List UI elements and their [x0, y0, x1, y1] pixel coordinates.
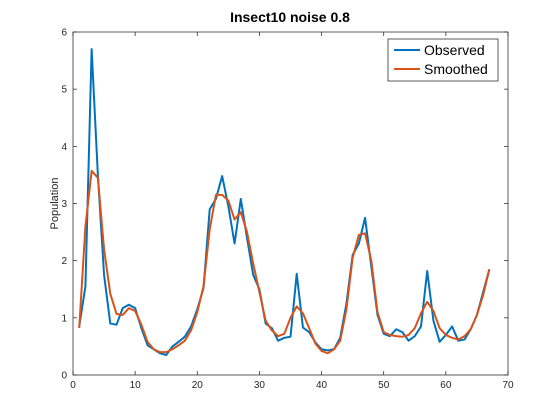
x-tick-label: 20	[192, 380, 204, 391]
x-tick-label: 10	[130, 380, 142, 391]
y-tick-label: 4	[61, 142, 67, 153]
legend: Observed Smoothed	[387, 38, 499, 82]
y-tick-label: 6	[61, 28, 67, 39]
x-tick-label: 0	[70, 380, 76, 391]
series-line-observed	[78, 48, 491, 356]
series-line-smoothed	[78, 169, 491, 355]
x-tick-label: 30	[254, 380, 266, 391]
y-axis-label: Population	[49, 178, 61, 230]
y-tick-label: 5	[61, 85, 67, 96]
x-tick-label: 70	[502, 380, 514, 391]
plot-area-frame	[72, 31, 509, 376]
x-tick-label: 40	[316, 380, 328, 391]
x-tick-label: 60	[440, 380, 452, 391]
y-tick-label: 2	[61, 256, 67, 267]
chart-title: Insect10 noise 0.8	[230, 9, 350, 25]
legend-label-observed: Observed	[424, 42, 485, 58]
x-axis-ticks: 0 10 20 30 40 50 60 70	[70, 32, 514, 391]
y-tick-label: 0	[61, 371, 67, 382]
series-layer	[78, 48, 491, 356]
y-axis-ticks: 0 1 2 3 4 5 6	[61, 28, 508, 382]
y-tick-label: 3	[61, 199, 67, 210]
y-tick-label: 1	[61, 313, 67, 324]
legend-box	[387, 38, 499, 82]
legend-label-smoothed: Smoothed	[424, 61, 488, 77]
x-tick-label: 50	[378, 380, 390, 391]
